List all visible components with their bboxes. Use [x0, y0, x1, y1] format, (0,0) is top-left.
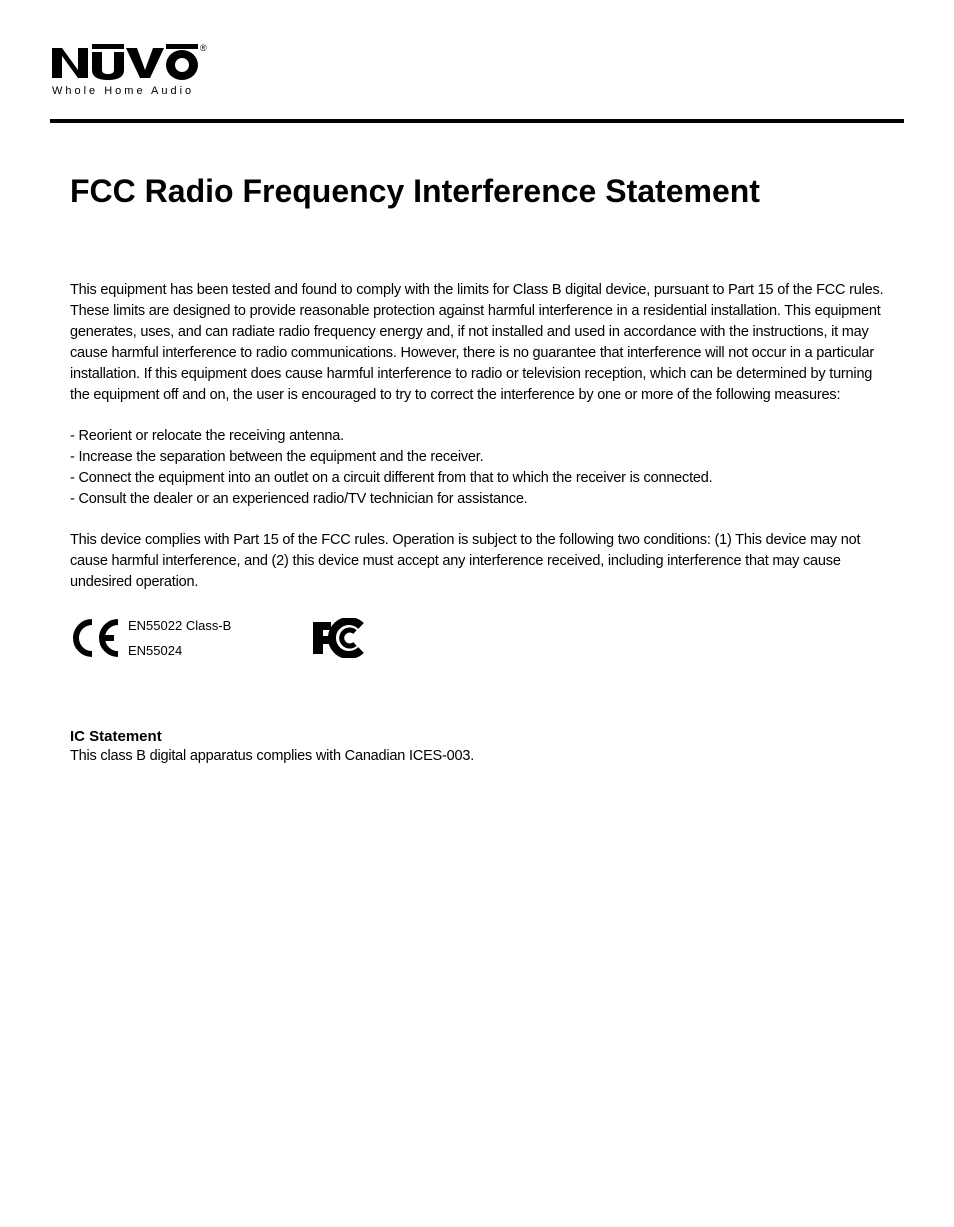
content-area: FCC Radio Frequency Interference Stateme… — [50, 173, 904, 764]
intro-paragraph: This equipment has been tested and found… — [70, 280, 884, 406]
compliance-paragraph: This device complies with Part 15 of the… — [70, 530, 884, 593]
ce-mark-group: EN55022 Class-B EN55024 — [70, 618, 231, 658]
ce-mark-icon — [70, 618, 122, 658]
nuvo-logo-icon: ® Whole Home Audio — [50, 40, 210, 100]
list-item: - Consult the dealer or an experienced r… — [70, 489, 884, 510]
header: ® Whole Home Audio — [50, 40, 904, 123]
page-title: FCC Radio Frequency Interference Stateme… — [70, 173, 884, 210]
svg-text:Whole Home Audio: Whole Home Audio — [52, 85, 194, 97]
logo-container: ® Whole Home Audio — [50, 40, 904, 105]
fcc-mark-icon — [311, 618, 367, 658]
list-item: - Reorient or relocate the receiving ant… — [70, 426, 884, 447]
svg-text:®: ® — [200, 43, 207, 53]
ce-labels: EN55022 Class-B EN55024 — [128, 618, 231, 658]
header-divider — [50, 119, 904, 123]
ce-label-2: EN55024 — [128, 643, 231, 658]
measures-list: - Reorient or relocate the receiving ant… — [70, 426, 884, 510]
document-page: ® Whole Home Audio FCC Radio Frequency I… — [0, 0, 954, 804]
list-item: - Increase the separation between the eq… — [70, 447, 884, 468]
certification-marks: EN55022 Class-B EN55024 — [70, 618, 884, 658]
ic-statement-text: This class B digital apparatus complies … — [70, 748, 884, 764]
list-item: - Connect the equipment into an outlet o… — [70, 468, 884, 489]
ce-label-1: EN55022 Class-B — [128, 618, 231, 633]
ic-statement-section: IC Statement This class B digital appara… — [70, 728, 884, 764]
ic-statement-heading: IC Statement — [70, 728, 884, 745]
